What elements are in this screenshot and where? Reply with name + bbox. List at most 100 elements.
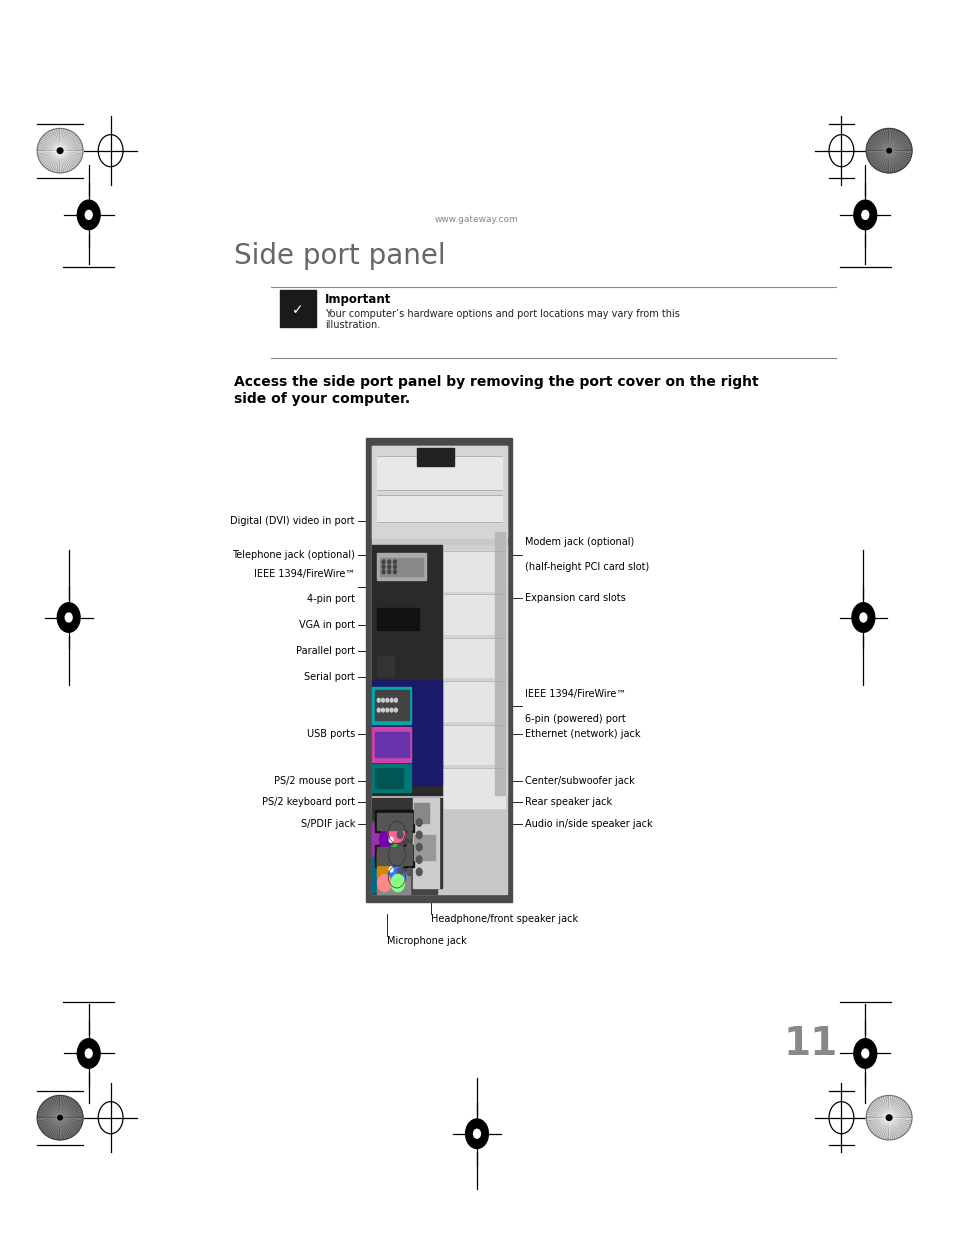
Bar [379, 558, 422, 576]
Ellipse shape [885, 1115, 891, 1120]
Circle shape [85, 210, 92, 220]
Bar [414, 835, 435, 860]
Bar [376, 872, 410, 894]
Bar [444, 725, 504, 764]
Circle shape [390, 698, 393, 701]
Bar [375, 732, 408, 757]
Ellipse shape [37, 1095, 83, 1140]
Circle shape [406, 819, 412, 826]
Circle shape [416, 819, 421, 826]
Circle shape [65, 613, 72, 622]
Bar [372, 446, 506, 894]
Text: 11: 11 [783, 1025, 837, 1062]
Text: PS/2 mouse port: PS/2 mouse port [274, 776, 355, 785]
Circle shape [393, 561, 396, 563]
Circle shape [379, 825, 402, 855]
Circle shape [851, 603, 874, 632]
Bar [444, 682, 504, 721]
Circle shape [416, 844, 421, 851]
Circle shape [389, 837, 393, 842]
Text: Center/subwoofer jack: Center/subwoofer jack [524, 776, 634, 785]
Bar [444, 768, 504, 808]
Bar [376, 608, 418, 630]
Bar [372, 857, 398, 892]
Ellipse shape [886, 148, 890, 153]
Circle shape [473, 1129, 480, 1139]
Bar [376, 656, 394, 676]
Circle shape [853, 200, 876, 230]
Bar [372, 545, 442, 795]
Circle shape [406, 844, 412, 851]
Text: Headphone/front speaker jack: Headphone/front speaker jack [431, 914, 578, 924]
Text: 6-pin (powered) port: 6-pin (powered) port [524, 714, 625, 724]
Text: Rear speaker jack: Rear speaker jack [524, 797, 611, 808]
Circle shape [396, 868, 402, 876]
Text: Serial port: Serial port [304, 672, 355, 682]
Circle shape [385, 698, 389, 701]
Text: 4-pin port: 4-pin port [307, 594, 355, 604]
Bar [417, 448, 454, 466]
Circle shape [396, 856, 402, 863]
Text: Microphone jack: Microphone jack [387, 936, 467, 946]
Circle shape [381, 561, 384, 563]
Circle shape [379, 855, 402, 884]
Circle shape [391, 874, 404, 892]
Circle shape [393, 569, 396, 573]
Circle shape [396, 831, 402, 839]
Circle shape [387, 561, 391, 563]
Bar [376, 851, 394, 876]
Text: Parallel port: Parallel port [295, 646, 355, 657]
Text: Access the side port panel by removing the port cover on the right
side of your : Access the side port panel by removing t… [233, 375, 758, 405]
Circle shape [388, 844, 405, 866]
Circle shape [77, 200, 100, 230]
Circle shape [861, 210, 868, 220]
Circle shape [406, 831, 412, 839]
Circle shape [416, 868, 421, 876]
Circle shape [381, 698, 384, 701]
Text: IEEE 1394/FireWire™: IEEE 1394/FireWire™ [524, 689, 625, 699]
Circle shape [381, 709, 384, 711]
Text: www.gateway.com: www.gateway.com [435, 215, 518, 225]
Bar [372, 823, 398, 857]
Bar [372, 727, 410, 762]
Text: Digital (DVI) video in port: Digital (DVI) video in port [230, 515, 355, 526]
Bar [366, 438, 512, 902]
Circle shape [389, 867, 393, 872]
Circle shape [388, 821, 405, 844]
Bar [376, 495, 501, 522]
Text: Ethernet (network) jack: Ethernet (network) jack [524, 729, 639, 739]
Circle shape [381, 566, 384, 568]
Bar [372, 798, 442, 888]
Text: IEEE 1394/FireWire™: IEEE 1394/FireWire™ [253, 569, 355, 579]
Circle shape [385, 709, 389, 711]
Bar [376, 813, 411, 830]
Circle shape [393, 566, 396, 568]
Bar [376, 456, 501, 490]
Text: Side port panel: Side port panel [233, 242, 445, 269]
Circle shape [465, 1119, 488, 1149]
Ellipse shape [865, 1095, 911, 1140]
Circle shape [381, 569, 384, 573]
Circle shape [416, 831, 421, 839]
Ellipse shape [37, 128, 83, 173]
Text: Your computer’s hardware options and port locations may vary from this
illustrat: Your computer’s hardware options and por… [325, 309, 679, 330]
Bar [414, 803, 429, 823]
Text: Modem jack (optional): Modem jack (optional) [524, 537, 634, 547]
Text: S/PDIF jack: S/PDIF jack [300, 819, 355, 829]
Text: PS/2 keyboard port: PS/2 keyboard port [262, 797, 355, 808]
Bar [372, 820, 437, 894]
Bar [375, 810, 413, 832]
Circle shape [387, 566, 391, 568]
Bar [444, 594, 504, 634]
Ellipse shape [865, 128, 911, 173]
Bar [376, 553, 425, 580]
Ellipse shape [57, 148, 63, 153]
Bar [372, 687, 410, 724]
Text: Important: Important [325, 293, 392, 306]
Bar [375, 690, 408, 720]
Bar [372, 446, 506, 538]
Circle shape [77, 1039, 100, 1068]
Circle shape [416, 856, 421, 863]
Bar [413, 798, 439, 888]
Text: Expansion card slots: Expansion card slots [524, 593, 625, 604]
